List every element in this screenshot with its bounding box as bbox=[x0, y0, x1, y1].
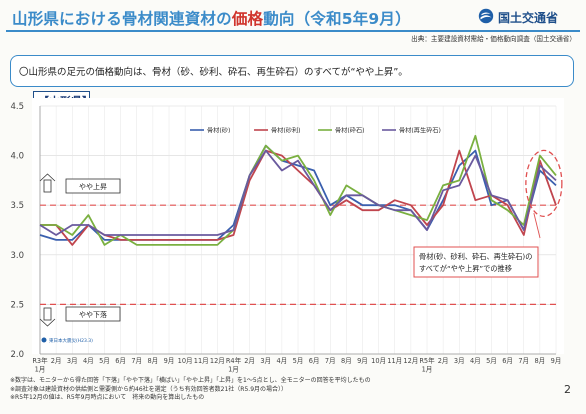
x-tick-label: 12月 bbox=[403, 357, 418, 365]
trend-callout-line1: 骨材(砂、砂利、砕石、再生砕石)の bbox=[419, 252, 532, 261]
source-note: 出典：主要建設資材需給・価格動向調査（国土交通省） bbox=[411, 35, 576, 43]
x-tick-label: 12月 bbox=[210, 357, 225, 365]
x-tick-label: 10月 bbox=[178, 357, 193, 365]
page-number: 2 bbox=[564, 383, 571, 396]
x-tick-label: 3月 bbox=[260, 357, 271, 365]
page-title: 山形県における骨材関連資材の価格動向（令和5年9月） bbox=[12, 7, 411, 29]
summary-box: 〇山形県の足元の価格動向は、骨材（砂、砂利、砕石、再生砕石）のすべてが“やや上昇… bbox=[10, 55, 574, 87]
callout-connector bbox=[533, 213, 541, 239]
title-bar: 山形県における骨材関連資材の価格動向（令和5年9月） 国土交通省 bbox=[0, 0, 586, 30]
trend-callout-box bbox=[413, 246, 539, 278]
x-tick-label: 8月 bbox=[534, 357, 545, 365]
x-tick-label: 2月 bbox=[438, 357, 449, 365]
series-line-crushed bbox=[40, 134, 557, 246]
up-indicator-arrow bbox=[43, 179, 52, 193]
x-tick-label: 10月 bbox=[371, 357, 386, 365]
up-indicator-label: やや上昇 bbox=[79, 182, 107, 191]
x-tick-label: R5年 bbox=[419, 356, 435, 365]
legend-label-recycled: 骨材(再生砕石) bbox=[399, 127, 441, 135]
ministry-name: 国土交通省 bbox=[498, 11, 559, 25]
series-line-gravel bbox=[40, 149, 557, 246]
y-tick-label: 3.5 bbox=[10, 201, 24, 211]
y-tick-label: 2.5 bbox=[10, 300, 24, 310]
legend-label-sand: 骨材(砂) bbox=[207, 127, 230, 135]
x-tick-label: 7月 bbox=[518, 357, 529, 365]
footnote-1: ※数字は、モニターから得た回答「下落」「やや下落」「横ばい」「やや上昇」「上昇」… bbox=[10, 377, 371, 384]
x-tick-label: 8月 bbox=[147, 357, 158, 365]
title-highlight: 価格 bbox=[231, 10, 264, 28]
up-indicator-arrow-head bbox=[39, 173, 56, 182]
ministry-logo-icon bbox=[478, 8, 494, 24]
y-tick-label: 2.0 bbox=[10, 350, 24, 360]
highlight-ellipse bbox=[525, 149, 563, 218]
series-line-recycled bbox=[39, 149, 557, 236]
down-indicator-box bbox=[65, 306, 121, 322]
x-tick-label: 11月 bbox=[194, 357, 209, 365]
x-tick-label: 11月 bbox=[387, 357, 402, 365]
x-tick-label: 4月 bbox=[470, 357, 481, 365]
x-tick-label: 1月 bbox=[228, 366, 239, 374]
trend-callout-line2: すべてが“やや上昇”での推移 bbox=[419, 264, 512, 273]
x-tick-label: 5月 bbox=[99, 357, 110, 365]
x-tick-label: 5月 bbox=[293, 357, 304, 365]
x-tick-label: 9月 bbox=[357, 357, 368, 365]
y-tick-label: 4.0 bbox=[10, 152, 24, 162]
x-tick-label: R4年 bbox=[226, 356, 242, 365]
x-tick-label: 3月 bbox=[454, 357, 465, 365]
x-tick-label: 4月 bbox=[83, 357, 94, 365]
quake-marker-dot bbox=[41, 337, 47, 343]
down-indicator-arrow bbox=[43, 307, 52, 321]
footnotes: ※数字は、モニターから得た回答「下落」「やや下落」「横ばい」「やや上昇」「上昇」… bbox=[10, 377, 371, 403]
y-tick-label: 4.5 bbox=[10, 102, 24, 112]
x-tick-label: R3年 bbox=[32, 356, 48, 365]
x-tick-label: 8月 bbox=[341, 357, 352, 365]
down-indicator-label: やや下落 bbox=[79, 310, 107, 319]
title-prefix: 山形県における骨材関連資材の bbox=[12, 10, 232, 28]
x-tick-label: 7月 bbox=[131, 357, 142, 365]
legend-label-gravel: 骨材(砂利) bbox=[271, 127, 301, 135]
y-tick-label: 3.0 bbox=[10, 251, 24, 261]
x-tick-label: 6月 bbox=[502, 357, 513, 365]
x-tick-label: 1月 bbox=[35, 366, 46, 374]
x-tick-label: 2月 bbox=[244, 357, 255, 365]
x-tick-label: 2月 bbox=[51, 357, 62, 365]
x-tick-label: 7月 bbox=[325, 357, 336, 365]
title-suffix: 動向（令和5年9月） bbox=[263, 10, 411, 28]
x-tick-label: 6月 bbox=[309, 357, 320, 365]
footnote-3: ※R5年12月の値は、R5年9月時点において 将来の動向を算出したもの bbox=[10, 394, 205, 401]
x-tick-label: 5月 bbox=[486, 357, 497, 365]
x-tick-label: 6月 bbox=[115, 357, 126, 365]
quake-marker-label: 東日本大震災(H23.3) bbox=[49, 337, 93, 344]
down-indicator-arrow-head bbox=[39, 318, 56, 327]
x-tick-label: 3月 bbox=[67, 357, 78, 365]
x-tick-label: 9月 bbox=[551, 357, 562, 365]
footnote-2: ※調査対象は建設資材の供給側と需要側から約46社を選定（うち有効回答者数21社（… bbox=[10, 385, 288, 393]
legend-label-crushed: 骨材(砕石) bbox=[335, 127, 365, 135]
x-tick-label: 1月 bbox=[422, 366, 433, 374]
title-divider bbox=[6, 30, 580, 32]
summary-text: 〇山形県の足元の価格動向は、骨材（砂、砂利、砕石、再生砕石）のすべてが“やや上昇… bbox=[19, 67, 408, 78]
x-tick-label: 9月 bbox=[164, 357, 175, 365]
up-indicator-box bbox=[65, 178, 121, 194]
x-tick-label: 4月 bbox=[276, 357, 287, 365]
